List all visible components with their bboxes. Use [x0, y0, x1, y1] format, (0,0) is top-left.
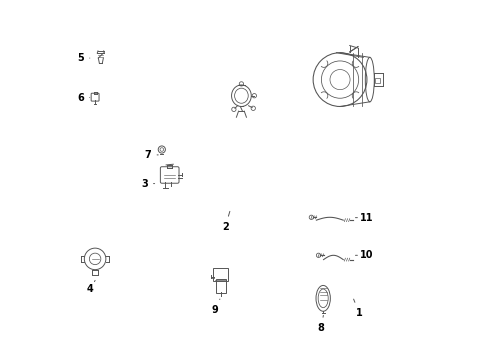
- Text: 5: 5: [77, 53, 90, 63]
- Text: 1: 1: [354, 299, 363, 318]
- Text: 3: 3: [141, 179, 155, 189]
- Text: 11: 11: [355, 213, 374, 222]
- Text: 7: 7: [145, 150, 158, 160]
- Text: 10: 10: [355, 250, 374, 260]
- Text: 2: 2: [222, 211, 230, 231]
- Text: 6: 6: [77, 93, 90, 103]
- Text: 8: 8: [318, 315, 324, 333]
- Text: 9: 9: [212, 299, 220, 315]
- Text: 4: 4: [87, 280, 95, 294]
